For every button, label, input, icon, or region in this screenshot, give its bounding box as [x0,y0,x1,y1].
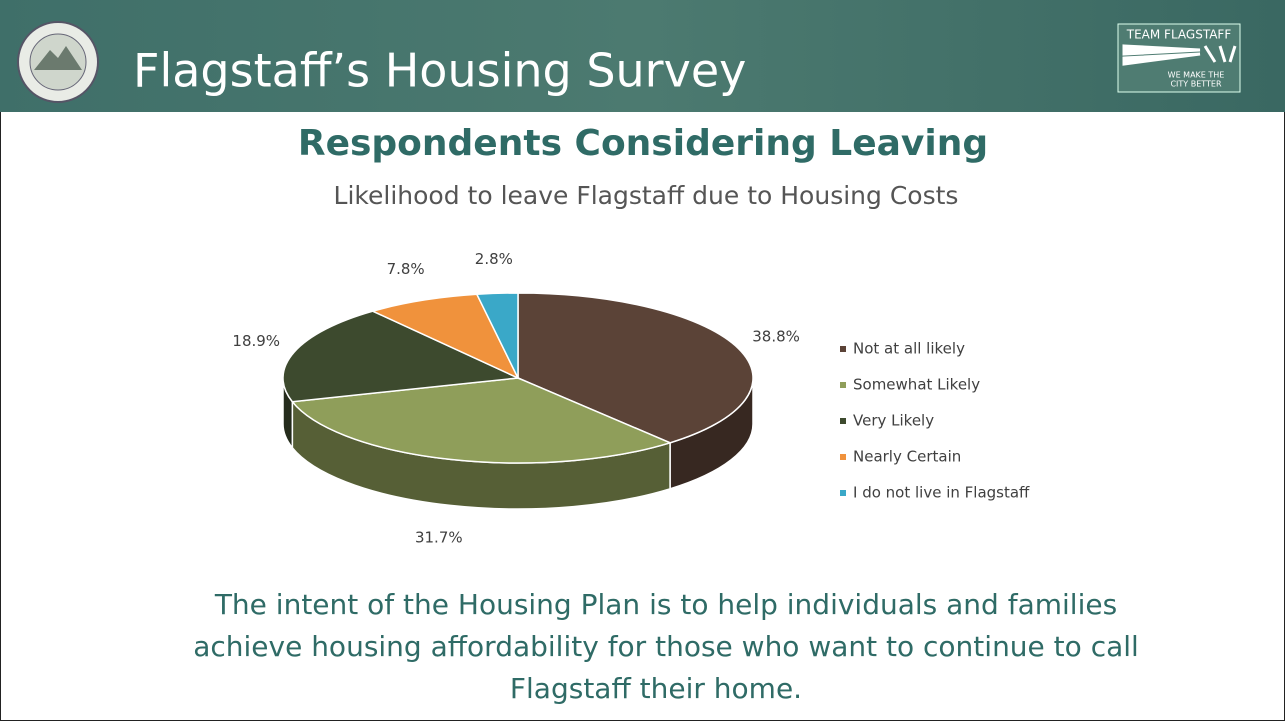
legend-marker [840,382,846,388]
pie-slice [475,292,519,379]
legend-label: Not at all likely [853,340,965,358]
logo-bottom: CITY BETTER [1170,80,1221,89]
pie-slice [282,310,521,403]
data-label: 7.8% [387,260,425,278]
data-label: 2.8% [475,250,513,268]
legend-label: I do not live in Flagstaff [853,484,1030,502]
pie-slice [290,377,673,464]
footer-text: achieve housing affordability for those … [193,630,1139,663]
header-band [0,0,1285,112]
legend-marker [840,454,846,460]
logo-bottom: WE MAKE THE [1168,71,1225,80]
data-label: 18.9% [232,332,280,350]
legend-label: Nearly Certain [853,448,961,466]
logo-top: TEAM FLAGSTAFF [1126,28,1232,42]
pie-slice [517,292,754,444]
pie-slice [370,293,520,380]
city-seal [17,21,99,103]
footer-text: The intent of the Housing Plan is to hel… [214,588,1117,621]
legend-marker [840,490,846,496]
legend-marker [840,418,846,424]
data-label: 31.7% [415,528,463,546]
team-logo: TEAM FLAGSTAFF WE MAKE THE CITY BETTER [1117,23,1241,93]
data-label: 38.8% [752,327,800,345]
legend-label: Very Likely [853,412,934,430]
chart-title: Likelihood to leave Flagstaff due to Hou… [334,181,959,210]
legend-marker [840,346,846,352]
legend-label: Somewhat Likely [853,376,980,394]
header-title: Flagstaff’s Housing Survey [133,44,746,98]
footer-text: Flagstaff their home. [510,672,802,705]
heading: Respondents Considering Leaving [298,123,988,164]
